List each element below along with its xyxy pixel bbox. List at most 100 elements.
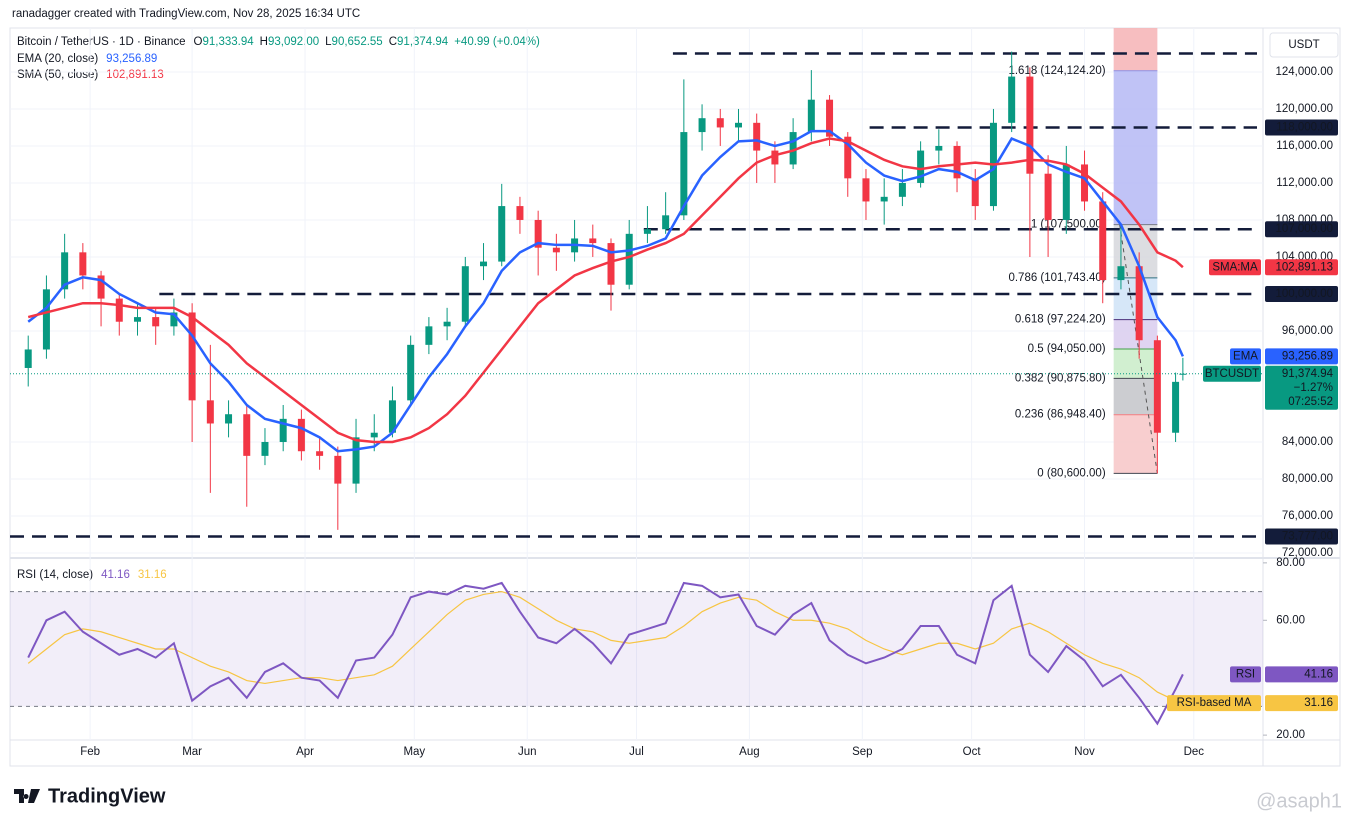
x-tick-label: Jun [518, 746, 537, 758]
candle-body [79, 252, 87, 276]
axis-tag-box [1230, 348, 1261, 365]
candle-body [225, 414, 233, 424]
x-tick-label: Jul [629, 746, 644, 758]
x-tick-label: Oct [963, 746, 982, 758]
candle-body [1026, 76, 1034, 174]
candle-body [716, 118, 724, 128]
candle-body [625, 233, 633, 285]
candle-body [206, 400, 214, 424]
fib-label: 0.236 (86,948.40) [1015, 409, 1106, 421]
axis-tag: SMA:MA [1212, 261, 1258, 273]
rsi-tick-label: 80.00 [1276, 557, 1305, 569]
axis-value-box [1265, 119, 1338, 136]
axis-tag-box [1209, 259, 1261, 276]
rsi-band [10, 591, 1263, 707]
x-tick-label: Feb [80, 746, 100, 758]
rsi-tick-label: 20.00 [1276, 729, 1305, 741]
currency-box[interactable] [1269, 32, 1339, 58]
fib-band [1113, 28, 1158, 71]
candle-body [844, 136, 852, 179]
watermark: @asaph1 [1256, 790, 1342, 812]
candle-body [898, 182, 906, 197]
ma-value: 93,256.89 [106, 53, 157, 65]
candle-body [771, 150, 779, 165]
last-tag: BTCUSDT [1205, 368, 1259, 380]
candle-body [443, 321, 451, 327]
candle-body [971, 178, 979, 207]
candle-body [734, 122, 742, 128]
change: +40.99 (+0.04%) [454, 36, 540, 48]
candle-body [352, 437, 360, 484]
axis-value: 93,256.89 [1282, 350, 1333, 362]
axis-tag-box [1230, 666, 1261, 683]
candle-body [826, 99, 834, 137]
candle-body [24, 349, 32, 368]
axis-value-box [1265, 285, 1338, 302]
ohlc-key: L [325, 36, 332, 48]
candle-body [334, 455, 342, 484]
fib-band [1113, 414, 1158, 474]
y-tick-label: 76,000.00 [1282, 510, 1333, 522]
x-tick-label: Aug [739, 746, 759, 758]
chart-frame [9, 27, 1341, 767]
ma-line [27, 137, 1184, 444]
candle-body [552, 247, 560, 253]
axis-tag: EMA [1233, 350, 1258, 362]
candle-body [589, 238, 597, 244]
axis-value: 41.16 [1304, 668, 1333, 680]
candle-body [1044, 173, 1052, 220]
ma-name: EMA (20, close) [17, 53, 98, 65]
candle-body [370, 432, 378, 438]
rsi-tick-label: 60.00 [1276, 614, 1305, 626]
candle-body [680, 132, 688, 216]
axis-value: 102,891.13 [1275, 261, 1333, 273]
y-tick-label: 72,000.00 [1282, 547, 1333, 559]
axis-tag: RSI [1236, 668, 1255, 680]
candle-body [97, 275, 105, 299]
candle-body [1179, 373, 1187, 375]
axis-value: 73,777.00 [1282, 531, 1333, 543]
y-tick-label: 116,000.00 [1276, 140, 1333, 152]
y-tick-label: 112,000.00 [1276, 177, 1333, 189]
plot: Bitcoin / TetherUS · 1D · Binance O91,333… [10, 28, 1338, 758]
rsi-line [27, 590, 1184, 704]
ohlc-value: 91,374.94 [397, 36, 449, 48]
candle-body [388, 400, 396, 433]
candle-body [534, 219, 542, 248]
candle-body [1135, 266, 1143, 341]
brand: TradingView [48, 785, 166, 807]
candle-body [917, 150, 925, 183]
axis-value: 31.16 [1304, 697, 1333, 709]
y-tick-label: 84,000.00 [1282, 436, 1333, 448]
candle-body [1117, 266, 1125, 281]
axis-tag: RSI-based MA [1177, 697, 1252, 709]
ohlc-value: 91,333.94 [202, 36, 254, 48]
candle-body [1008, 76, 1016, 123]
candle-body [133, 317, 141, 322]
axis-value-box [1265, 666, 1338, 683]
axis-value: 118,000.00 [1276, 121, 1333, 133]
fib-label: 1 (107,500.00) [1031, 219, 1106, 231]
y-tick-label: 120,000.00 [1275, 103, 1333, 115]
last-value-box [1265, 365, 1338, 410]
candle-body [516, 206, 524, 220]
candle-body [407, 344, 415, 401]
candle-body [862, 178, 870, 202]
candle-body [789, 132, 797, 165]
x-tick-label: May [403, 746, 425, 758]
symbol: Bitcoin / TetherUS · 1D · Binance [17, 36, 186, 48]
x-tick-label: Sep [852, 746, 872, 758]
x-tick-label: Apr [296, 746, 314, 758]
fib-band [1113, 319, 1158, 350]
ohlc-key: H [260, 36, 268, 48]
candle-body [152, 317, 160, 327]
y-tick-label: 96,000.00 [1282, 325, 1333, 337]
candle-body [115, 298, 123, 322]
ma-line [27, 129, 1185, 453]
y-tick-label: 124,000.00 [1275, 66, 1333, 78]
candle-body [261, 441, 269, 456]
candle-body [698, 118, 706, 133]
candle-body [188, 312, 196, 401]
x-tick-label: Dec [1184, 746, 1205, 758]
candle-body [1153, 340, 1161, 433]
